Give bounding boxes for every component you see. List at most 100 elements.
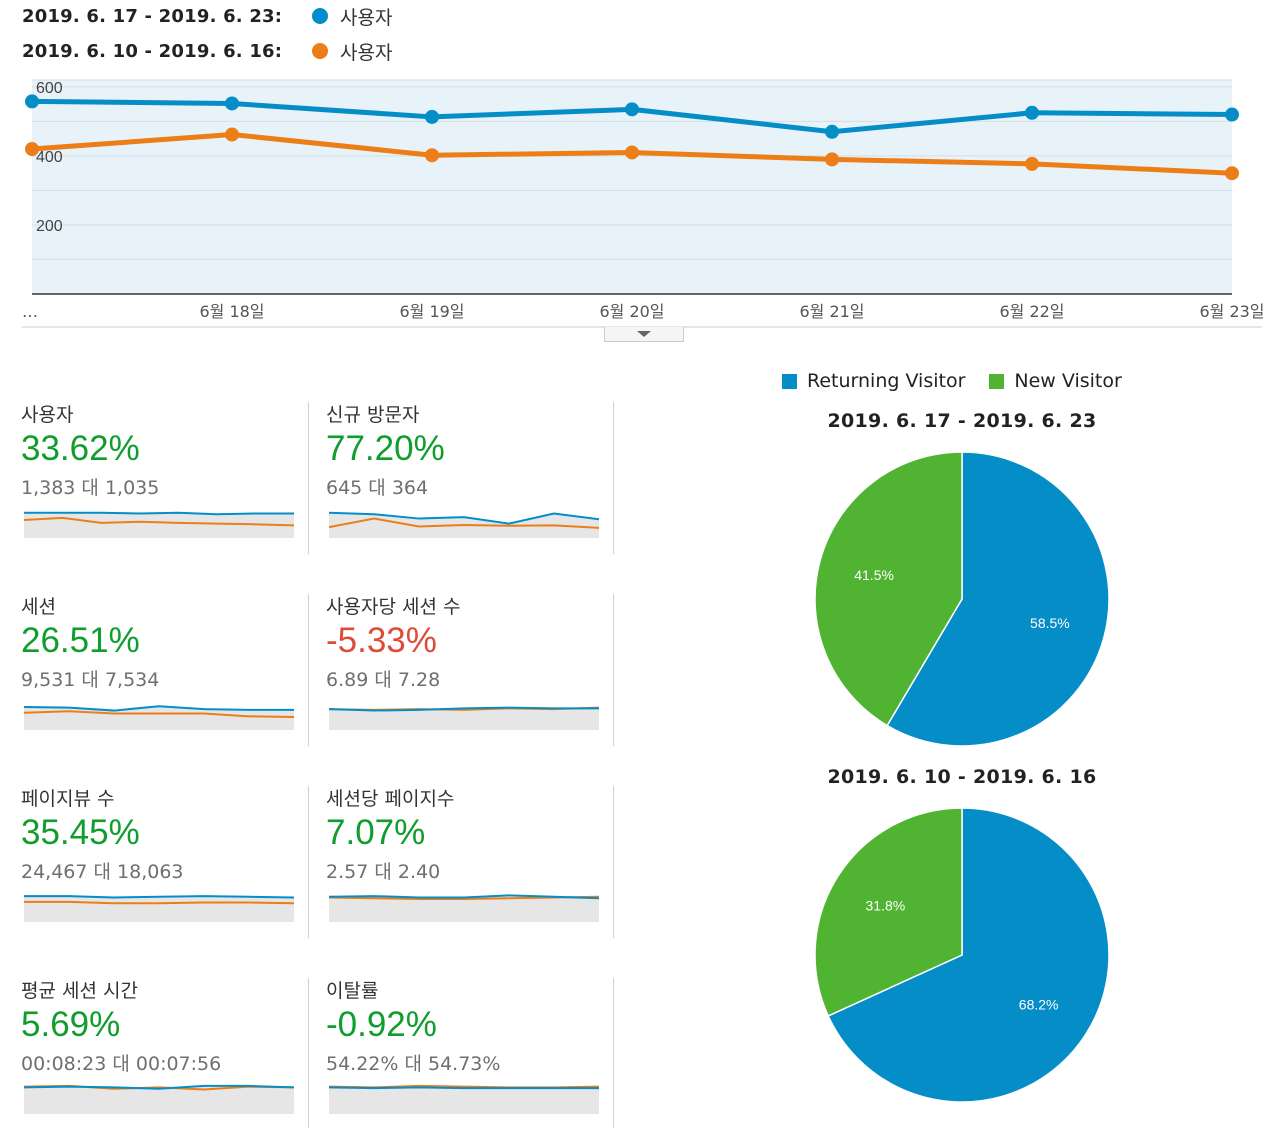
metric-card[interactable]: 세션 26.51% 9,531 대 7,534 — [21, 592, 306, 737]
sparkline-current — [329, 706, 599, 712]
x-tick-label: 6월 19일 — [399, 302, 464, 321]
pie-legend-new-label: New Visitor — [1014, 370, 1122, 392]
legend-previous-dot — [312, 43, 328, 59]
metric-comparison: 645 대 364 — [326, 477, 429, 499]
sparkline-previous — [24, 710, 294, 719]
column-divider — [613, 594, 614, 746]
metric-sparkline — [24, 1084, 294, 1114]
pie-slice-label: 41.5% — [854, 567, 894, 583]
sparkline-current — [329, 894, 599, 900]
pie-current-title: 2019. 6. 17 - 2019. 6. 23 — [827, 410, 1097, 432]
sparkline-current — [24, 511, 294, 516]
sparkline-previous — [24, 516, 294, 527]
data-point — [225, 96, 239, 111]
metric-change: 5.69% — [21, 1005, 121, 1044]
legend-current-series: 사용자 — [340, 6, 393, 29]
pie-chart-previous: 68.2% 31.8% — [814, 808, 1110, 1103]
x-tick-label: 6월 18일 — [199, 302, 264, 321]
column-divider — [613, 978, 614, 1128]
metric-comparison: 24,467 대 18,063 — [21, 861, 184, 883]
legend-previous-series: 사용자 — [340, 41, 393, 64]
column-divider — [308, 594, 309, 746]
column-divider — [613, 402, 614, 554]
sparkline-current — [24, 895, 294, 899]
legend-current: 2019. 6. 17 - 2019. 6. 23: 사용자 — [22, 4, 393, 29]
metric-card[interactable]: 사용자당 세션 수 -5.33% 6.89 대 7.28 — [326, 592, 611, 737]
data-point — [225, 127, 239, 142]
data-point — [25, 142, 39, 157]
data-point — [825, 124, 839, 139]
new-visitor-swatch — [989, 373, 1005, 389]
pie-slice-label: 58.5% — [1030, 615, 1070, 631]
pie-legend-returning[interactable]: Returning Visitor — [782, 370, 965, 392]
data-point — [1025, 156, 1039, 171]
sparkline-area — [329, 895, 599, 922]
data-point — [1225, 107, 1239, 122]
column-divider — [308, 402, 309, 554]
metric-title: 이탈률 — [326, 980, 379, 1002]
metric-title: 신규 방문자 — [326, 404, 420, 426]
metric-card[interactable]: 페이지뷰 수 35.45% 24,467 대 18,063 — [21, 784, 306, 929]
pie-legend: Returning Visitor New Visitor — [782, 370, 1146, 392]
sparkline-area — [24, 896, 294, 922]
chevron-down-icon — [637, 331, 651, 337]
sparkline-current — [329, 511, 599, 525]
x-tick-label: 6월 21일 — [799, 302, 864, 321]
collapse-chart-button[interactable] — [604, 327, 684, 342]
data-point — [25, 94, 39, 109]
metric-sparkline — [329, 706, 599, 730]
pie-chart-current: 58.5% 41.5% — [814, 452, 1110, 747]
sparkline-previous — [24, 900, 294, 905]
metric-card[interactable]: 평균 세션 시간 5.69% 00:08:23 대 00:07:56 — [21, 976, 306, 1121]
legend-previous: 2019. 6. 10 - 2019. 6. 16: 사용자 — [22, 39, 393, 64]
column-divider — [308, 978, 309, 1128]
metric-title: 사용자당 세션 수 — [326, 596, 461, 618]
metric-title: 사용자 — [21, 404, 74, 426]
metric-card[interactable]: 신규 방문자 77.20% 645 대 364 — [326, 400, 611, 545]
pie-legend-new[interactable]: New Visitor — [989, 370, 1122, 392]
data-point — [825, 152, 839, 167]
sparkline-current — [24, 1084, 294, 1090]
metric-title: 평균 세션 시간 — [21, 980, 138, 1002]
sparkline-current — [329, 1086, 599, 1090]
data-point — [425, 148, 439, 163]
x-tick-label: 6월 20일 — [599, 302, 664, 321]
data-point — [1225, 166, 1239, 181]
metric-sparkline — [24, 511, 294, 538]
data-point — [1025, 105, 1039, 120]
metric-change: 77.20% — [326, 429, 445, 468]
metric-comparison: 54.22% 대 54.73% — [326, 1053, 501, 1075]
pie-slice-label: 68.2% — [1019, 996, 1059, 1012]
metric-comparison: 6.89 대 7.28 — [326, 669, 441, 691]
sparkline-area — [24, 512, 294, 538]
metric-change: 26.51% — [21, 621, 140, 660]
sparkline-current — [24, 705, 294, 712]
metric-card[interactable]: 이탈률 -0.92% 54.22% 대 54.73% — [326, 976, 611, 1121]
y-tick-label: 200 — [36, 218, 63, 235]
legend-current-range: 2019. 6. 17 - 2019. 6. 23: — [22, 5, 283, 27]
column-divider — [308, 786, 309, 938]
data-point — [425, 109, 439, 124]
x-tick-label: … — [22, 302, 38, 321]
metric-title: 페이지뷰 수 — [21, 788, 115, 810]
pie-slice-new-visitor — [814, 808, 963, 1017]
sparkline-area — [329, 1087, 599, 1114]
metric-change: -5.33% — [326, 621, 437, 660]
metric-comparison: 9,531 대 7,534 — [21, 669, 160, 691]
metric-card[interactable]: 사용자 33.62% 1,383 대 1,035 — [21, 400, 306, 545]
data-point — [625, 145, 639, 160]
pie-slice-new-visitor — [814, 452, 963, 727]
pie-slice-label: 31.8% — [866, 898, 906, 914]
metric-card[interactable]: 세션당 페이지수 7.07% 2.57 대 2.40 — [326, 784, 611, 929]
pie-previous-title: 2019. 6. 10 - 2019. 6. 16 — [827, 766, 1097, 788]
returning-swatch — [782, 373, 797, 389]
legend-previous-range: 2019. 6. 10 - 2019. 6. 16: — [22, 40, 283, 62]
metric-sparkline — [329, 511, 599, 538]
sparkline-area — [24, 1085, 294, 1114]
sparkline-previous — [329, 517, 599, 529]
x-tick-label: 6월 22일 — [999, 302, 1064, 321]
metric-change: 33.62% — [21, 429, 140, 468]
y-tick-label: 600 — [36, 80, 63, 97]
pie-slice-returning — [886, 452, 1110, 747]
data-point — [625, 102, 639, 117]
